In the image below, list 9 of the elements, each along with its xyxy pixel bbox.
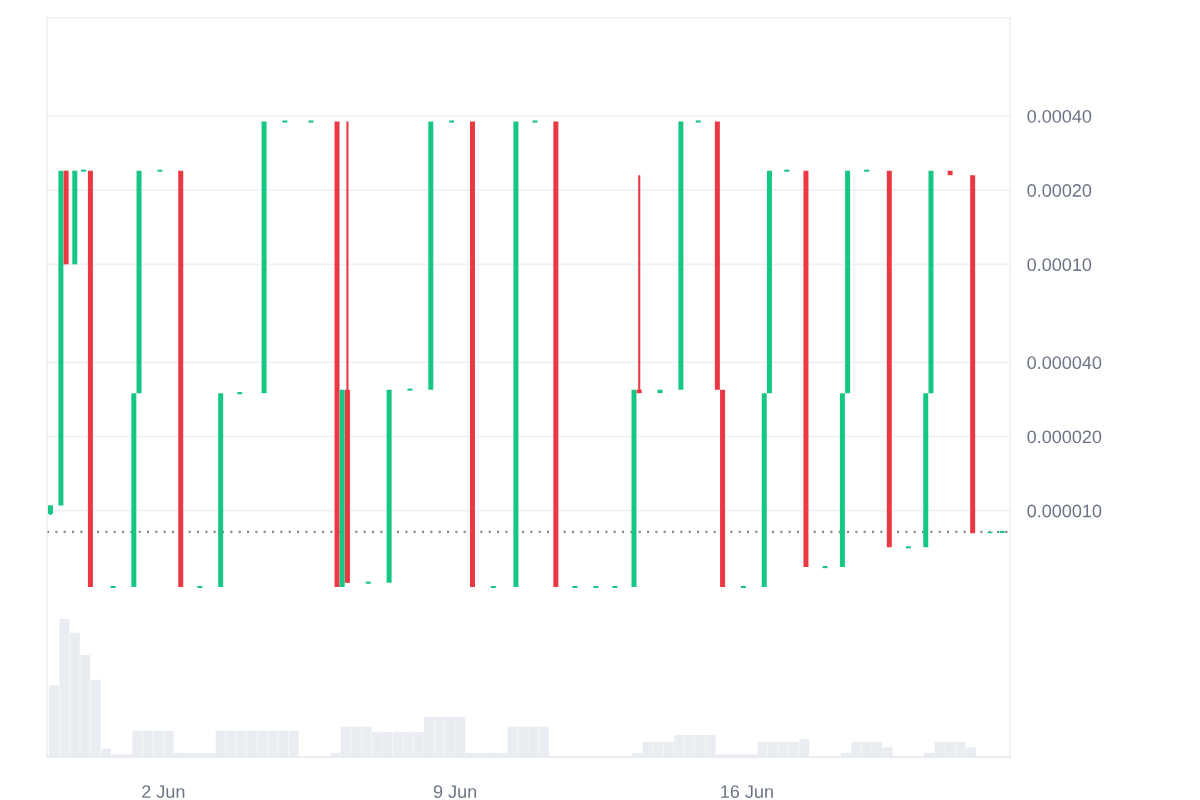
y-tick-label: 0.00040 (1027, 109, 1092, 123)
y-tick-label: 0.00010 (1027, 258, 1092, 272)
x-tick-label: 9 Jun (433, 785, 477, 799)
x-tick-label: 2 Jun (142, 785, 185, 799)
y-tick-label: 0.000010 (1027, 504, 1102, 518)
y-tick-label: 0.000040 (1027, 356, 1102, 370)
y-tick-label: 0.00020 (1027, 184, 1092, 197)
x-tick-label: 16 Jun (721, 785, 773, 799)
y-tick-label: 0.000020 (1027, 430, 1102, 444)
